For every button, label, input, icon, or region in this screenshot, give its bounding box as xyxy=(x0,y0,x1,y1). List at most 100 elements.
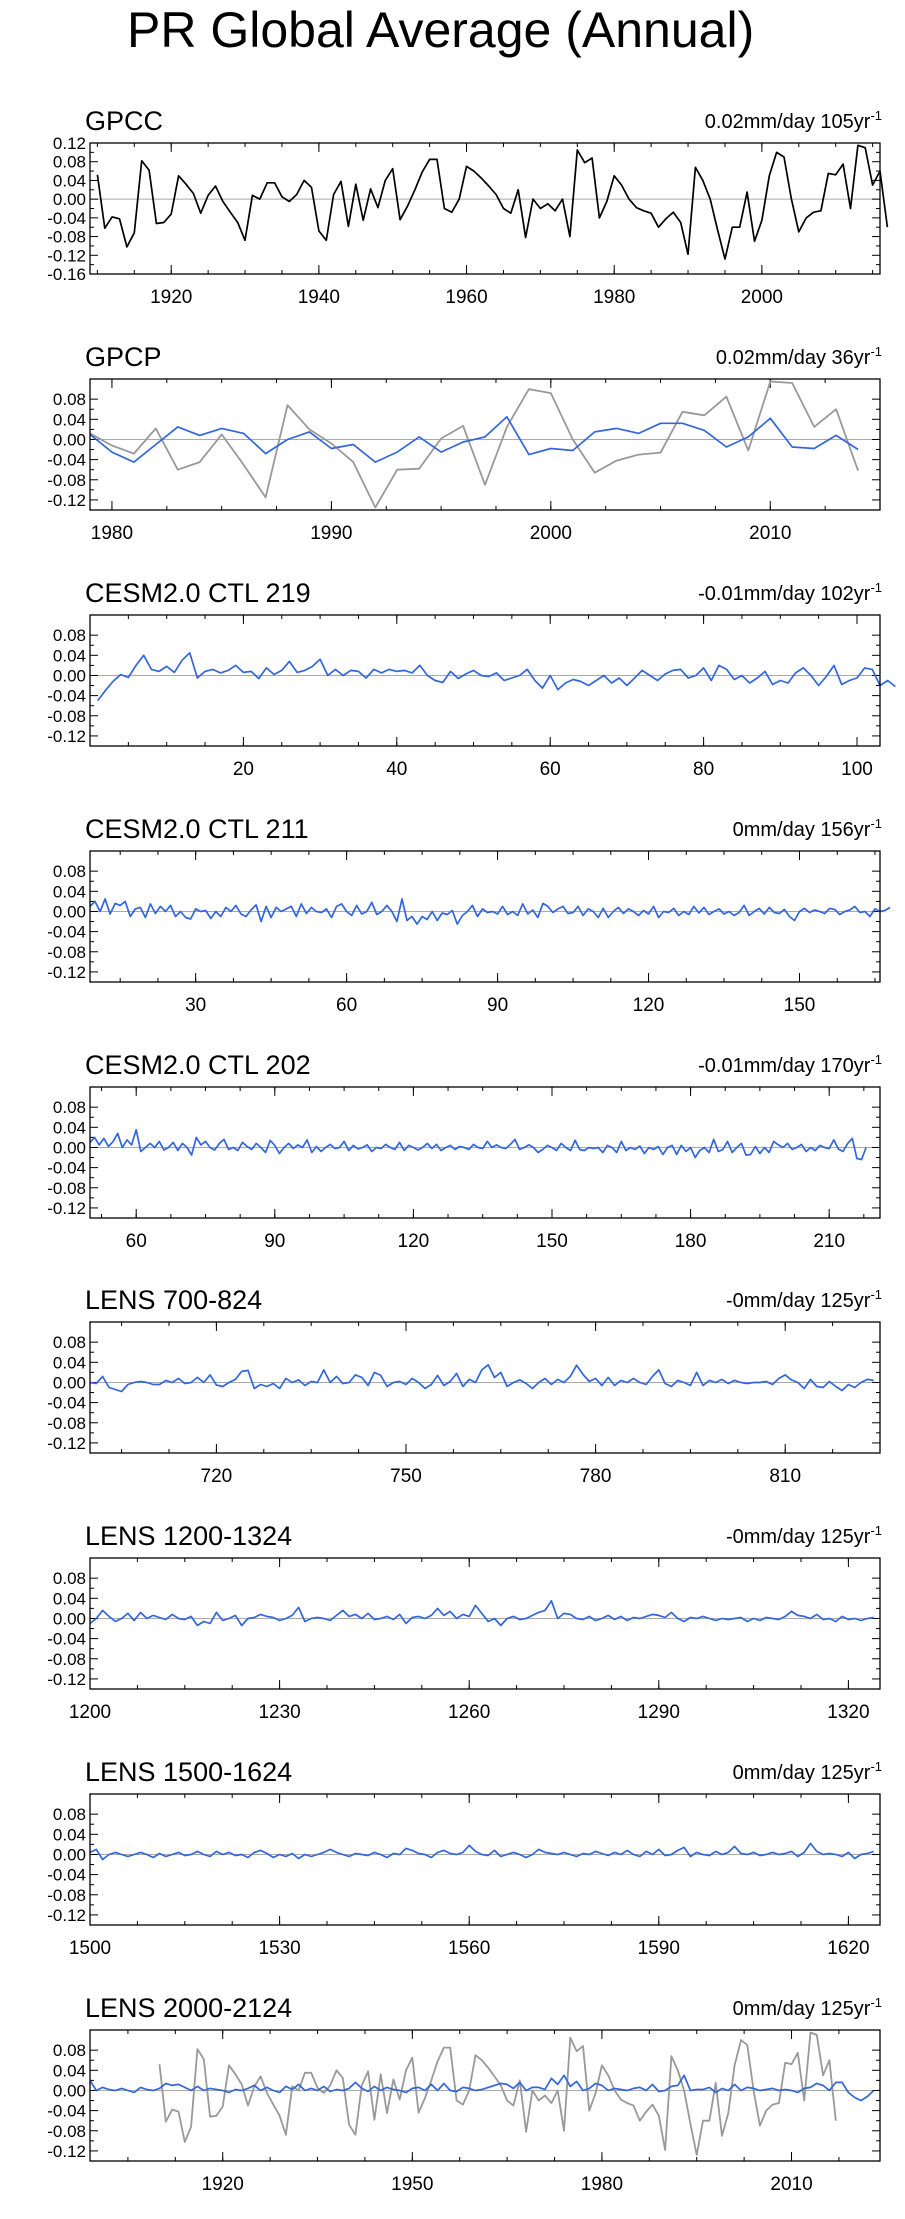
x-tick-label: 780 xyxy=(580,1466,612,1487)
series-line xyxy=(89,898,891,925)
x-tick-label: 90 xyxy=(487,995,508,1016)
y-tick-label: 0.04 xyxy=(53,171,86,190)
x-tick-label: 1940 xyxy=(298,287,340,308)
x-tick-label: 2000 xyxy=(530,523,572,544)
y-tick-label: 0.04 xyxy=(53,1353,86,1372)
panel-title: LENS 700-824 xyxy=(85,1285,262,1315)
x-tick-label: 1230 xyxy=(258,1702,300,1723)
y-tick-label: -0.12 xyxy=(47,1906,86,1925)
y-tick-label: 0.08 xyxy=(53,626,86,645)
trend-exponent: -1 xyxy=(870,1523,882,1538)
trend-label: 0mm/day 125yr-1 xyxy=(733,1995,882,2020)
series-line xyxy=(89,1128,867,1161)
y-tick-label: -0.12 xyxy=(47,1434,86,1453)
y-tick-label: -0.04 xyxy=(47,1394,86,1413)
trend-exponent: -1 xyxy=(870,816,882,831)
x-tick-label: 750 xyxy=(390,1466,422,1487)
x-tick-label: 120 xyxy=(633,995,665,1016)
chart-panel: CESM2.0 CTL 219 -0.01mm/day 102yr-1 0.08 0.… xyxy=(47,578,896,780)
y-tick-label: 0.04 xyxy=(53,2061,86,2080)
y-tick-label: -0.04 xyxy=(47,209,86,228)
x-tick-label: 1200 xyxy=(69,1702,111,1723)
x-tick-label: 60 xyxy=(540,759,561,780)
x-tick-label: 1320 xyxy=(827,1702,869,1723)
y-tick-label: -0.04 xyxy=(47,1866,86,1885)
x-tick-label: 90 xyxy=(264,1231,285,1252)
trend-label: -0.01mm/day 102yr-1 xyxy=(698,580,882,605)
trend-exponent: -1 xyxy=(870,1287,882,1302)
x-tick-label: 1980 xyxy=(91,523,133,544)
series-line xyxy=(89,380,859,509)
y-tick-label: 0.08 xyxy=(53,1569,86,1588)
x-tick-label: 1260 xyxy=(448,1702,490,1723)
y-tick-label: 0.04 xyxy=(53,882,86,901)
y-tick-label: -0.08 xyxy=(47,228,86,247)
chart-panel: CESM2.0 CTL 202 -0.01mm/day 170yr-10.080.… xyxy=(47,1050,882,1252)
plot-frame xyxy=(89,1557,881,1690)
x-tick-label: 2000 xyxy=(741,287,783,308)
panel-title: CESM2.0 CTL 211 xyxy=(85,814,309,844)
y-tick-label: -0.04 xyxy=(47,1159,86,1178)
series-line xyxy=(96,144,889,260)
x-tick-label: 720 xyxy=(201,1466,233,1487)
x-tick-label: 1990 xyxy=(310,523,352,544)
chart-panel: LENS 1500-1624 0mm/day 125yr-1 0.080.040.0… xyxy=(47,1757,882,1959)
x-tick-label: 1530 xyxy=(258,1938,300,1959)
x-tick-label: 2010 xyxy=(770,2174,812,2195)
x-tick-label: 1980 xyxy=(581,2174,623,2195)
x-tick-label: 1620 xyxy=(827,1938,869,1959)
x-tick-label: 1290 xyxy=(638,1702,680,1723)
y-tick-label: 0.00 xyxy=(53,1138,86,1157)
y-tick-label: -0.16 xyxy=(47,265,86,284)
x-tick-label: 60 xyxy=(126,1231,147,1252)
series-line xyxy=(89,415,859,463)
x-tick-label: 1500 xyxy=(69,1938,111,1959)
trend-label: -0mm/day 125yr-1 xyxy=(726,1287,882,1312)
x-tick-label: 210 xyxy=(813,1231,845,1252)
panel-title: LENS 1500-1624 xyxy=(85,1757,292,1787)
chart-panel: CESM2.0 CTL 211 0mm/day 156yr-1 0.080.040.… xyxy=(47,814,891,1016)
x-tick-label: 80 xyxy=(693,759,714,780)
figure-title: PR Global Average (Annual) xyxy=(127,2,754,58)
series-line xyxy=(97,651,896,702)
y-tick-label: -0.04 xyxy=(47,923,86,942)
chart-panel: LENS 700-824 -0mm/day 125yr-1 0.080.040.00… xyxy=(47,1285,882,1487)
y-tick-label: -0.04 xyxy=(47,2102,86,2121)
x-tick-label: 100 xyxy=(841,759,873,780)
chart-panel: GPCC 0.02mm/day 105yr-10.120.080.040.00-0… xyxy=(47,106,889,308)
y-tick-label: 0.00 xyxy=(53,190,86,209)
y-tick-label: -0.08 xyxy=(47,1179,86,1198)
trend-label: -0.01mm/day 170yr-1 xyxy=(698,1052,882,1077)
y-tick-label: 0.08 xyxy=(53,1098,86,1117)
trend-label: 0.02mm/day 36yr-1 xyxy=(716,344,882,369)
y-tick-label: 0.00 xyxy=(53,902,86,921)
panels: GPCC 0.02mm/day 105yr-10.120.080.040.00-0… xyxy=(47,106,896,2195)
x-tick-label: 1980 xyxy=(593,287,635,308)
y-tick-label: -0.04 xyxy=(47,1630,86,1649)
x-tick-label: 60 xyxy=(336,995,357,1016)
plot-frame xyxy=(89,1086,881,1219)
y-tick-label: -0.08 xyxy=(47,1414,86,1433)
y-tick-label: 0.00 xyxy=(53,666,86,685)
y-tick-label: -0.12 xyxy=(47,1199,86,1218)
x-tick-label: 810 xyxy=(769,1466,801,1487)
y-tick-label: 0.00 xyxy=(53,1373,86,1392)
x-tick-label: 30 xyxy=(185,995,206,1016)
chart-panel: LENS 2000-2124 0mm/day 125yr-1 0.080.040.0… xyxy=(47,1993,882,2195)
chart-panel: LENS 1200-1324 -0mm/day 125yr-1 0.080.040.… xyxy=(47,1521,882,1723)
panel-title: CESM2.0 CTL 219 xyxy=(85,578,311,608)
trend-label: 0.02mm/day 105yr-1 xyxy=(705,108,882,133)
y-tick-label: 0.04 xyxy=(53,410,86,429)
x-tick-label: 20 xyxy=(233,759,254,780)
y-tick-label: -0.04 xyxy=(47,687,86,706)
trend-label: 0mm/day 125yr-1 xyxy=(733,1759,882,1784)
x-tick-label: 180 xyxy=(675,1231,707,1252)
y-tick-label: 0.08 xyxy=(53,862,86,881)
trend-exponent: -1 xyxy=(870,108,882,123)
y-tick-label: 0.04 xyxy=(53,1118,86,1137)
x-tick-label: 120 xyxy=(398,1231,430,1252)
y-tick-label: 0.08 xyxy=(53,1805,86,1824)
x-tick-label: 1920 xyxy=(150,287,192,308)
panel-title: LENS 1200-1324 xyxy=(85,1521,292,1551)
